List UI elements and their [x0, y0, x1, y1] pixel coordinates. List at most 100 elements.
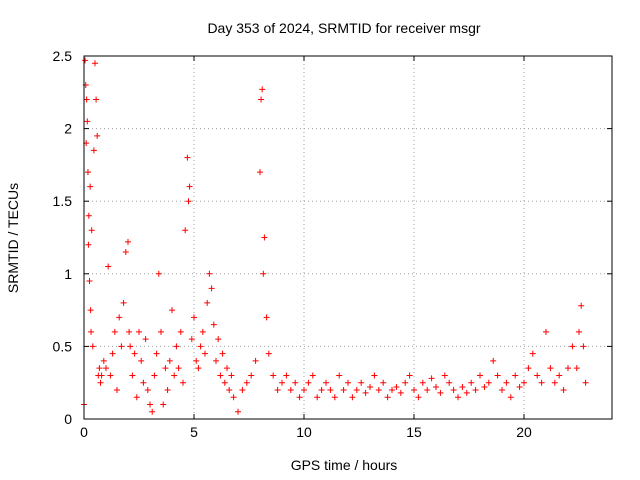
data-point — [215, 336, 222, 343]
data-point — [175, 365, 182, 372]
data-point — [107, 372, 114, 379]
data-point — [287, 386, 294, 393]
data-point — [323, 379, 329, 386]
data-point — [118, 343, 125, 350]
data-point — [160, 401, 167, 408]
data-point — [93, 96, 100, 103]
data-point — [83, 96, 90, 103]
data-point — [573, 365, 580, 372]
data-point — [314, 394, 321, 401]
grid-lines — [84, 56, 612, 419]
data-point — [260, 270, 267, 277]
data-point — [507, 394, 514, 401]
chart-title: Day 353 of 2024, SRMTID for receiver msg… — [207, 20, 480, 36]
data-point — [521, 379, 527, 386]
data-point — [371, 372, 378, 379]
data-point — [116, 314, 123, 321]
y-tick-label: 0.5 — [53, 338, 73, 354]
data-point — [96, 365, 103, 372]
data-point — [485, 379, 492, 386]
data-point — [516, 384, 523, 391]
y-tick-label: 2 — [64, 121, 72, 137]
data-point — [578, 302, 585, 309]
data-point — [270, 372, 277, 379]
data-point — [133, 394, 140, 401]
data-point — [89, 343, 96, 350]
data-point — [274, 386, 281, 393]
data-point — [171, 372, 178, 379]
data-point — [283, 372, 290, 379]
data-point — [210, 321, 217, 328]
y-tick-label: 1 — [64, 266, 72, 282]
data-point — [206, 270, 213, 277]
data-point — [87, 183, 94, 190]
data-point — [208, 285, 215, 292]
tick-labels: 0 5 10 15 20 0 0.5 1 1.5 2 2.5 — [53, 48, 532, 440]
data-point — [127, 343, 134, 350]
data-point — [441, 372, 448, 379]
data-point — [463, 389, 470, 396]
data-point — [257, 169, 263, 176]
data-point — [384, 394, 391, 401]
data-point — [397, 389, 404, 396]
data-point — [459, 384, 466, 391]
data-point — [411, 386, 417, 393]
x-tick-label: 15 — [406, 424, 422, 440]
data-point — [109, 350, 116, 357]
y-tick-label: 0 — [64, 411, 72, 427]
data-point — [155, 270, 162, 277]
data-point — [433, 384, 439, 391]
data-point — [292, 379, 299, 386]
data-point — [182, 227, 189, 234]
data-point — [85, 241, 92, 248]
data-point — [186, 183, 193, 190]
data-point — [228, 372, 235, 379]
data-point — [84, 118, 91, 125]
x-tick-label: 20 — [516, 424, 532, 440]
data-point — [195, 365, 202, 372]
x-tick-label: 10 — [296, 424, 312, 440]
data-point — [140, 379, 147, 386]
data-point — [263, 314, 270, 321]
data-point — [105, 263, 112, 270]
data-point — [569, 343, 576, 350]
data-point — [235, 408, 241, 415]
data-point — [560, 386, 567, 393]
data-point — [111, 328, 118, 335]
data-point — [358, 379, 365, 386]
data-point — [98, 372, 105, 379]
data-point — [450, 386, 457, 393]
data-point — [164, 386, 171, 393]
data-point — [503, 379, 510, 386]
data-point — [305, 379, 312, 386]
data-point — [353, 386, 360, 393]
data-point — [565, 365, 571, 372]
data-point — [424, 386, 431, 393]
data-point — [468, 379, 475, 386]
data-point — [136, 328, 142, 335]
data-points — [81, 57, 589, 415]
data-point — [336, 372, 343, 379]
data-point — [114, 386, 120, 393]
data-point — [197, 343, 204, 350]
data-point — [477, 372, 483, 379]
data-point — [340, 386, 347, 393]
axis-ticks — [83, 55, 612, 420]
data-point — [125, 238, 131, 245]
data-point — [149, 408, 156, 415]
data-point — [419, 379, 426, 386]
data-point — [199, 328, 206, 335]
data-point — [226, 386, 233, 393]
data-point — [547, 365, 554, 372]
data-point — [243, 379, 250, 386]
data-point — [120, 299, 127, 306]
y-tick-label: 2.5 — [53, 48, 73, 64]
data-point — [512, 372, 519, 379]
data-point — [230, 394, 237, 401]
data-point — [362, 389, 369, 396]
y-axis-label: SRMTID / TECUs — [5, 183, 21, 293]
data-point — [582, 379, 589, 386]
data-point — [248, 372, 255, 379]
x-axis-label: GPS time / hours — [291, 457, 398, 473]
data-point — [446, 379, 453, 386]
